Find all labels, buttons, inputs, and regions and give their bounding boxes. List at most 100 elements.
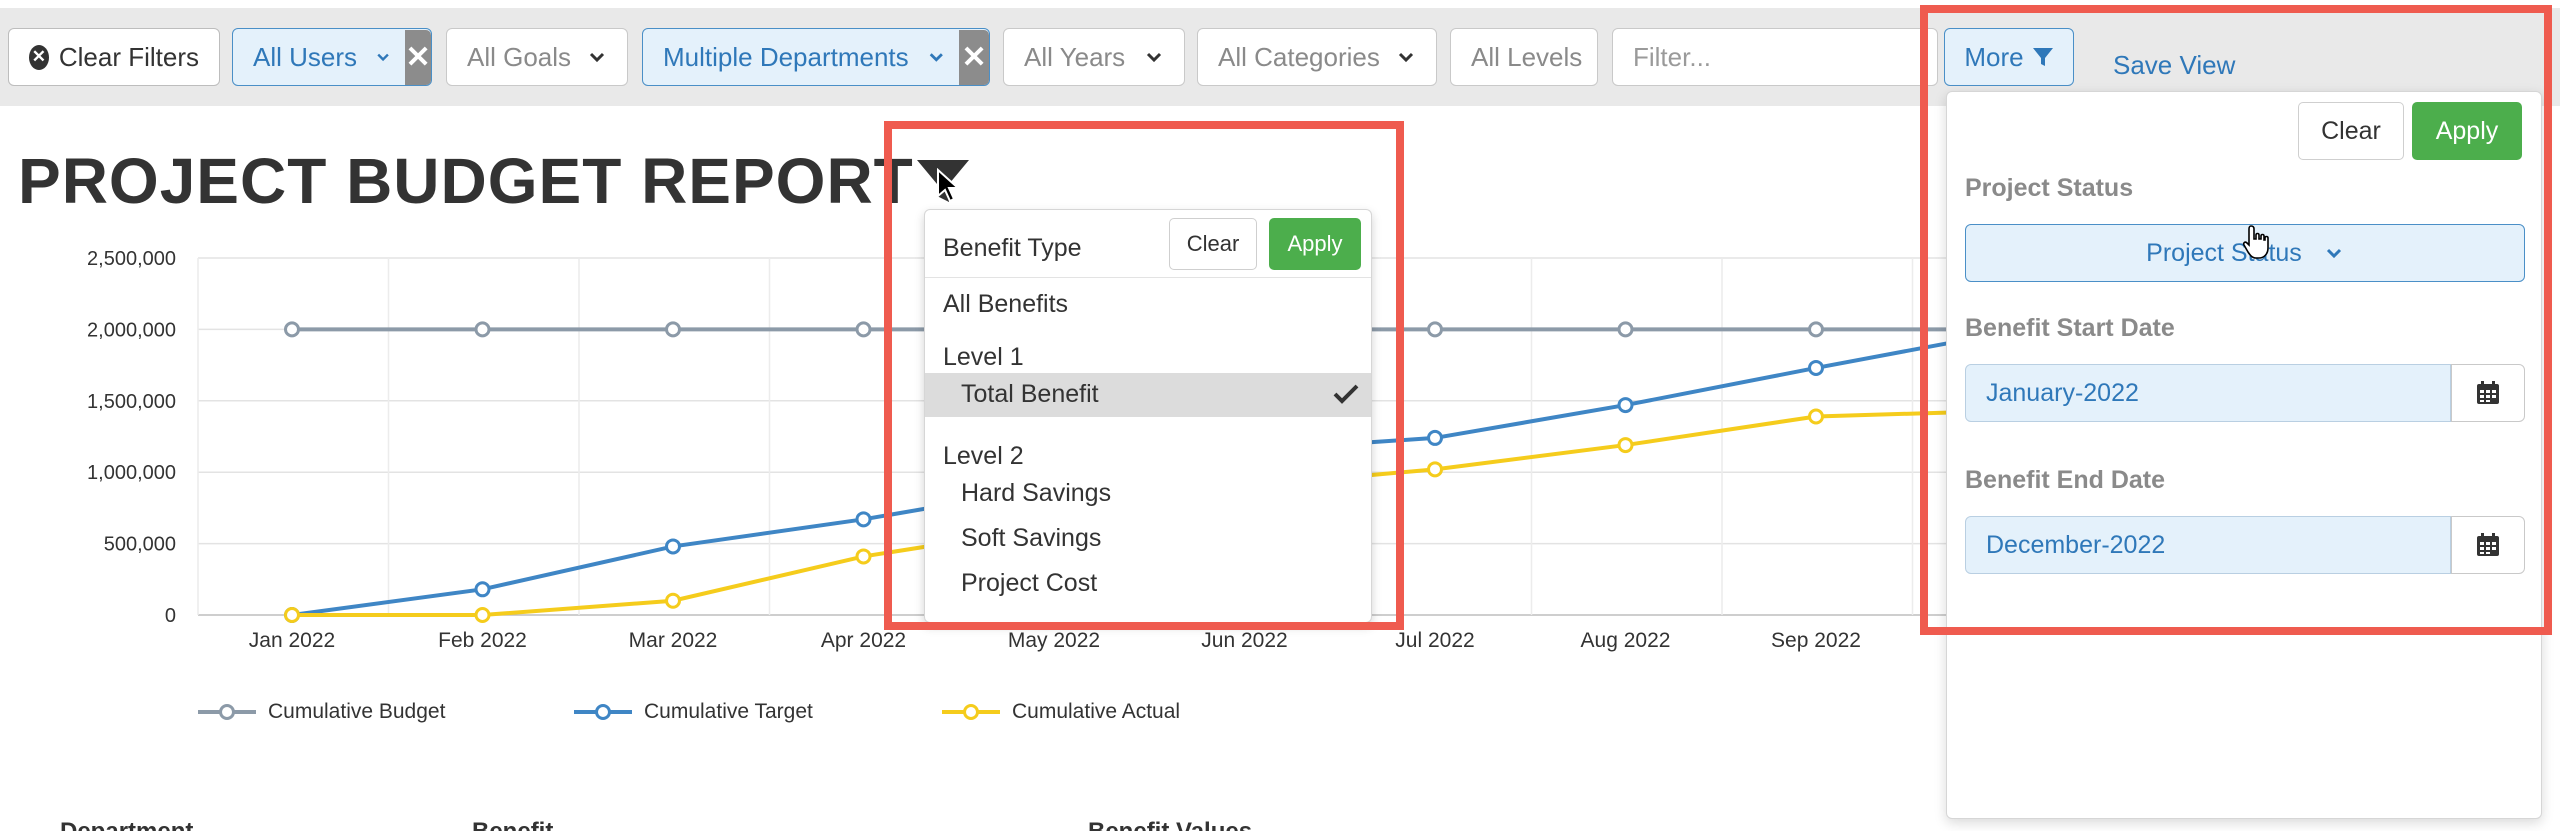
x-tick-label: May 2022 <box>1008 629 1100 652</box>
more-filters-panel: Clear Apply Project Status Project Statu… <box>1946 91 2542 819</box>
calendar-icon <box>2477 533 2499 556</box>
categories-filter-label: All Categories <box>1218 41 1380 72</box>
y-tick-label: 2,500,000 <box>87 248 176 270</box>
data-point <box>1617 437 1634 454</box>
page-title: PROJECT BUDGET REPORT <box>18 145 914 217</box>
benefit-apply-button[interactable]: Apply <box>1269 218 1361 270</box>
save-view-link[interactable]: Save View <box>2113 50 2236 80</box>
calendar-icon <box>2477 381 2499 404</box>
chevron-down-icon <box>377 53 389 62</box>
legend-line-icon <box>574 704 632 720</box>
legend-item-target[interactable]: Cumulative Target <box>572 700 813 724</box>
option-total-benefit[interactable]: Total Benefit <box>925 373 1371 417</box>
filter-search-input[interactable]: Filter... <box>1612 28 1938 86</box>
data-point <box>474 607 491 623</box>
goals-filter-label: All Goals <box>467 41 572 72</box>
end-calendar-button[interactable] <box>2451 516 2525 574</box>
benefit-end-date-input[interactable]: December-2022 <box>1965 516 2451 574</box>
more-filters-button[interactable]: More <box>1944 28 2074 86</box>
panel-clear-button[interactable]: Clear <box>2298 102 2404 160</box>
clear-filters-label: Clear Filters <box>58 41 199 72</box>
checkmark-icon <box>1333 384 1359 404</box>
x-tick-label: Jan 2022 <box>249 629 335 652</box>
legend-label: Cumulative Actual <box>1012 700 1181 723</box>
goals-filter[interactable]: All Goals <box>446 28 628 86</box>
data-point <box>474 581 491 598</box>
table-header-department: Department <box>60 818 193 831</box>
years-filter-label: All Years <box>1024 41 1126 72</box>
x-tick-label: Jul 2022 <box>1395 629 1474 652</box>
data-point <box>665 538 681 555</box>
hand-cursor-icon <box>2242 225 2269 259</box>
data-point <box>284 321 300 338</box>
option-total-benefit-label: Total Benefit <box>961 380 1099 408</box>
option-hard-savings[interactable]: Hard Savings <box>961 479 1112 507</box>
legend-line-icon <box>198 704 256 720</box>
y-tick-label: 1,000,000 <box>87 462 176 484</box>
group-level-1: Level 1 <box>943 343 1024 371</box>
project-status-label: Project Status <box>1965 174 2134 202</box>
benefit-start-date-input[interactable]: January-2022 <box>1965 364 2451 422</box>
remove-departments-filter-icon[interactable]: ✕ <box>959 29 989 85</box>
x-tick-label: Feb 2022 <box>438 629 527 652</box>
x-tick-label: Aug 2022 <box>1581 629 1671 652</box>
legend-line-icon <box>942 704 1000 720</box>
departments-filter-label: Multiple Departments <box>663 41 909 72</box>
data-point <box>855 548 872 565</box>
data-point <box>1427 461 1443 478</box>
data-point <box>665 592 681 609</box>
project-status-value: Project Status <box>2146 238 2302 267</box>
data-point <box>1808 321 1824 338</box>
data-point <box>1808 408 1824 425</box>
data-point <box>474 321 491 338</box>
option-soft-savings[interactable]: Soft Savings <box>961 524 1102 552</box>
levels-filter[interactable]: All Levels <box>1450 28 1598 86</box>
benefit-end-date-value: December-2022 <box>1986 530 2166 559</box>
categories-filter[interactable]: All Categories <box>1197 28 1437 86</box>
x-tick-label: Sep 2022 <box>1771 629 1861 652</box>
project-status-select[interactable]: Project Status <box>1965 224 2525 282</box>
data-point <box>855 321 872 338</box>
legend-label: Cumulative Budget <box>268 700 446 723</box>
group-level-2: Level 2 <box>943 442 1024 470</box>
option-project-cost[interactable]: Project Cost <box>961 569 1098 597</box>
users-filter-label: All Users <box>253 41 358 72</box>
data-point <box>665 321 681 338</box>
chevron-down-icon <box>929 53 943 62</box>
benefit-clear-button[interactable]: Clear <box>1169 218 1257 270</box>
years-filter[interactable]: All Years <box>1003 28 1185 86</box>
y-tick-label: 2,000,000 <box>87 319 176 341</box>
data-point <box>1427 429 1443 446</box>
benefit-dropdown-header: Benefit Type Clear Apply <box>925 210 1371 278</box>
data-point <box>1427 321 1443 338</box>
option-all-benefits[interactable]: All Benefits <box>943 290 1069 318</box>
x-tick-label: Jun 2022 <box>1201 629 1287 652</box>
start-calendar-button[interactable] <box>2451 364 2525 422</box>
table-header-benefit: Benefit <box>472 818 553 831</box>
more-label: More <box>1964 41 2024 72</box>
chevron-down-icon <box>589 52 605 63</box>
legend-label: Cumulative Target <box>644 700 813 723</box>
benefit-type-label: Benefit Type <box>943 234 1082 262</box>
data-point <box>284 607 300 623</box>
data-point <box>1617 321 1634 338</box>
data-point <box>1617 397 1634 414</box>
users-filter[interactable]: All Users ✕ <box>232 28 432 86</box>
panel-apply-button[interactable]: Apply <box>2412 102 2522 160</box>
y-tick-label: 500,000 <box>104 534 176 556</box>
chevron-down-icon <box>2326 248 2341 259</box>
legend-item-budget[interactable]: Cumulative Budget <box>196 700 445 724</box>
clear-circle-icon: ✕ <box>29 44 49 70</box>
remove-users-filter-icon[interactable]: ✕ <box>405 29 431 85</box>
legend-item-actual[interactable]: Cumulative Actual <box>940 700 1180 724</box>
table-header-benefit-values: Benefit Values <box>1088 818 1252 831</box>
data-point <box>855 511 872 528</box>
chevron-down-icon <box>1398 52 1414 63</box>
filter-bar: ✕ Clear Filters All Users ✕ All Goals Mu… <box>0 8 2560 106</box>
departments-filter[interactable]: Multiple Departments ✕ <box>642 28 990 86</box>
x-tick-label: Apr 2022 <box>821 629 906 652</box>
y-tick-label: 0 <box>165 605 176 627</box>
clear-filters-button[interactable]: ✕ Clear Filters <box>8 28 220 86</box>
benefit-type-dropdown: Benefit Type Clear Apply All Benefits Le… <box>924 209 1372 623</box>
benefit-start-date-label: Benefit Start Date <box>1965 314 2175 342</box>
